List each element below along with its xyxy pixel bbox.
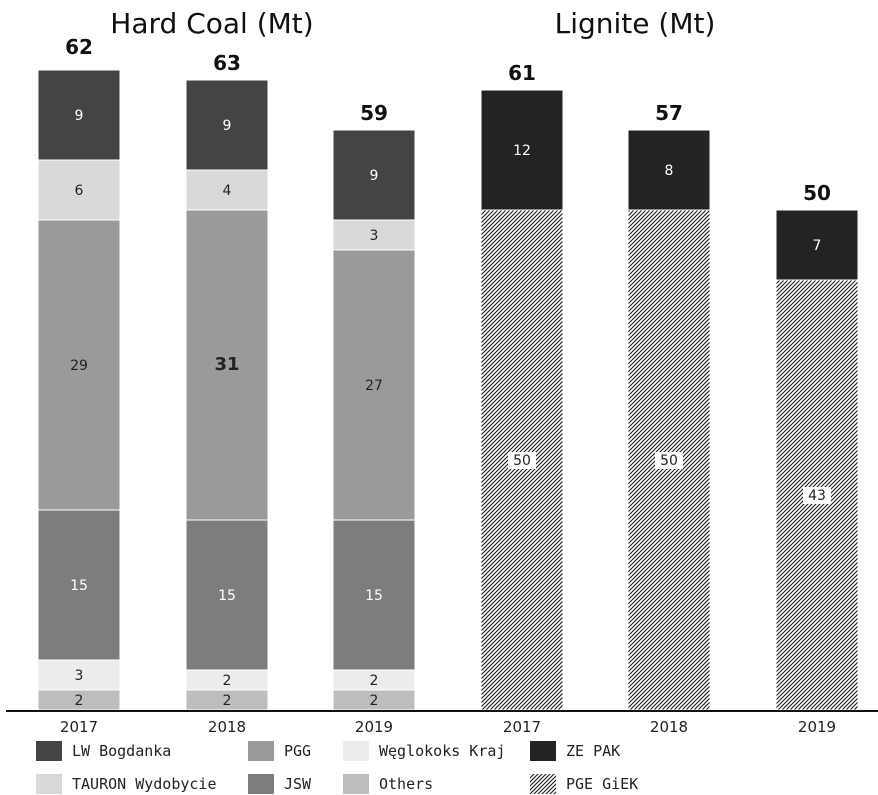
segment-value-label: 12 (513, 143, 531, 159)
bar-segment-w-glokoks-kraj (37, 659, 121, 691)
legend-label: LW Bogdanka (72, 742, 172, 760)
bar-segment-jsw (332, 519, 416, 671)
x-tick-label: 2019 (798, 718, 836, 736)
legend-swatch-pgg (248, 741, 274, 761)
segment-value-label: 2 (223, 693, 232, 709)
segment-value-label: 2 (223, 673, 232, 689)
segment-value-label: 2 (370, 673, 379, 689)
segment-value-label: 3 (370, 228, 379, 244)
segment-value-label: 9 (75, 108, 84, 124)
total-label: 61 (508, 61, 536, 85)
total-label: 59 (360, 101, 388, 125)
bar-segment-ze-pak (775, 209, 859, 281)
segment-value-label: 15 (218, 588, 236, 604)
segment-label-bg (655, 452, 683, 469)
legend-label: TAURON Wydobycie (72, 775, 217, 793)
segment-value-label: 31 (214, 354, 239, 375)
segment-value-label: 43 (808, 488, 826, 504)
segment-label-bg (508, 452, 536, 469)
legend-item-pge-giek: PGE GiEK (530, 773, 638, 795)
legend-label: PGG (284, 742, 312, 760)
legend-swatch-jsw (248, 774, 274, 794)
legend-swatch-pge-giek (530, 774, 556, 794)
legend: LW Bogdanka PGG Węglokoks Kraj ZE PAK TA… (0, 736, 878, 795)
legend-label: PGE GiEK (566, 775, 639, 793)
bar-segment-lw-bogdanka (332, 129, 416, 221)
segment-value-label: 2 (75, 693, 84, 709)
stacked-bar-chart: Hard Coal (Mt)23152969622017221531496320… (6, 7, 878, 736)
legend-item-pgg: PGG (248, 740, 311, 762)
total-label: 50 (803, 181, 831, 205)
group-title: Lignite (Mt) (555, 7, 716, 40)
segment-value-label: 8 (665, 163, 674, 179)
legend-swatch-others (343, 774, 369, 794)
bar-segment-ze-pak (627, 129, 711, 211)
bar-segment-jsw (185, 519, 269, 671)
segment-value-label: 15 (70, 578, 88, 594)
segment-value-label: 6 (75, 183, 84, 199)
group-title: Hard Coal (Mt) (110, 7, 313, 40)
segment-label-bg (803, 487, 831, 504)
x-tick-label: 2018 (208, 718, 246, 736)
bar-segment-tauron-wydobycie (332, 219, 416, 251)
x-tick-label: 2017 (60, 718, 98, 736)
segment-value-label: 50 (513, 453, 531, 469)
x-tick-label: 2019 (355, 718, 393, 736)
legend-swatch-weglokoks-kraj (343, 741, 369, 761)
legend-swatch-ze-pak (530, 741, 556, 761)
legend-swatch-tauron-wydobycie (36, 774, 62, 794)
legend-label: Others (379, 775, 434, 793)
bar-segment-lw-bogdanka (185, 79, 269, 171)
bar-segment-pgg (37, 219, 121, 511)
segment-value-label: 27 (365, 378, 383, 394)
total-label: 62 (65, 35, 93, 59)
segment-value-label: 50 (660, 453, 678, 469)
legend-item-jsw: JSW (248, 773, 311, 795)
legend-item-lw-bogdanka: LW Bogdanka (36, 740, 171, 762)
segment-value-label: 15 (365, 588, 383, 604)
segment-value-label: 7 (813, 238, 822, 254)
legend-swatch-lw-bogdanka (36, 741, 62, 761)
legend-item-tauron-wydobycie: TAURON Wydobycie (36, 773, 217, 795)
x-tick-label: 2017 (503, 718, 541, 736)
segment-value-label: 29 (70, 358, 88, 374)
total-label: 63 (213, 51, 241, 75)
segment-value-label: 9 (370, 168, 379, 184)
bar-segment-pgg (332, 249, 416, 521)
segment-value-label: 3 (75, 668, 84, 684)
total-label: 57 (655, 101, 683, 125)
segment-value-label: 4 (223, 183, 232, 199)
legend-item-ze-pak: ZE PAK (530, 740, 620, 762)
legend-label: Węglokoks Kraj (379, 742, 506, 760)
x-tick-label: 2018 (650, 718, 688, 736)
segment-value-label: 9 (223, 118, 232, 134)
bar-segment-tauron-wydobycie (37, 159, 121, 221)
legend-item-weglokoks-kraj: Węglokoks Kraj (343, 740, 505, 762)
bar-segment-tauron-wydobycie (185, 169, 269, 211)
segment-value-label: 2 (370, 693, 379, 709)
bar-segment-ze-pak (480, 89, 564, 211)
legend-item-others: Others (343, 773, 433, 795)
legend-label: ZE PAK (566, 742, 621, 760)
legend-label: JSW (284, 775, 312, 793)
bar-segment-lw-bogdanka (37, 69, 121, 161)
